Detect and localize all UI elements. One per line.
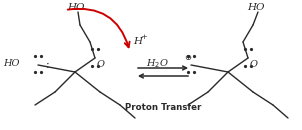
Text: H: H: [133, 37, 143, 47]
Text: HO: HO: [247, 3, 265, 12]
Text: $\oplus$: $\oplus$: [184, 53, 192, 61]
Text: Proton Transfer: Proton Transfer: [125, 103, 201, 112]
Text: :: :: [46, 60, 50, 70]
Text: +: +: [140, 33, 147, 41]
Text: O: O: [250, 60, 258, 69]
Text: HO: HO: [67, 3, 85, 12]
Text: H$_2$O: H$_2$O: [146, 58, 169, 70]
Text: HO: HO: [4, 60, 20, 69]
Text: O: O: [97, 60, 105, 69]
